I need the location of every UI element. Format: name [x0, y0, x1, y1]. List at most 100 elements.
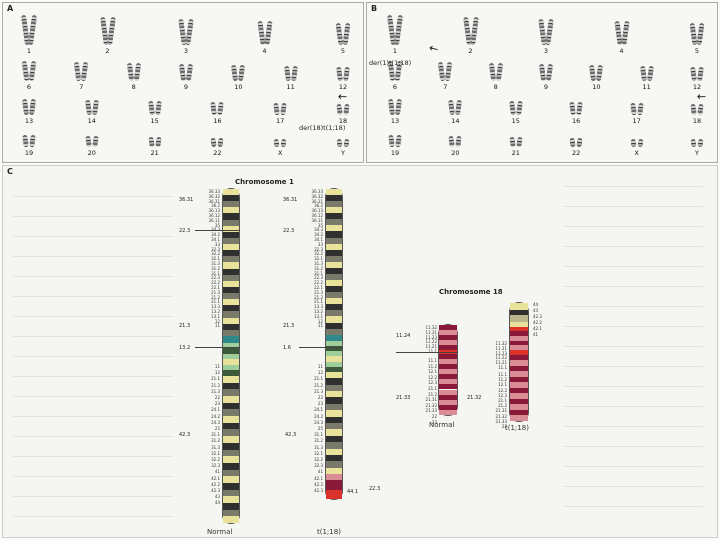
band-label: 24.3 — [314, 419, 323, 425]
chromosome1-title: Chromosome 1 — [235, 178, 294, 186]
band-label: 21.1 — [314, 376, 323, 382]
chromosome-19 — [22, 134, 29, 148]
break-label: 11.24 — [396, 333, 411, 339]
chromosome-band — [439, 353, 457, 359]
chromosome-band — [223, 489, 239, 497]
band-label: 11.21 — [425, 344, 437, 350]
chromosome-band — [326, 292, 342, 299]
chromosome-number: 18 — [338, 117, 348, 125]
chromosome-band — [326, 231, 342, 238]
chromosome-band — [223, 442, 239, 450]
chromosome-number: 13 — [390, 117, 400, 125]
der1-annotation: der(1)t(1;18) — [369, 59, 412, 67]
chromosome-band — [223, 359, 239, 365]
chromosome-8 — [488, 62, 496, 82]
chromosome-16 — [210, 101, 218, 116]
chromosome-number: 13 — [24, 117, 34, 125]
chromosome-band — [326, 195, 342, 202]
chromosome-16 — [217, 101, 225, 116]
band-label: 36.12 — [311, 212, 323, 218]
chromosome-number: 6 — [392, 83, 398, 91]
chromosome18-derivative-ideogram — [509, 302, 529, 422]
band-label: 22 — [431, 413, 437, 419]
chromosome-band — [439, 374, 457, 380]
chromosome-1 — [27, 14, 38, 46]
chromosome-number: 20 — [87, 149, 96, 157]
band-label: 24.1 — [314, 407, 323, 413]
chromosome-band — [326, 346, 342, 352]
chromosome-number: 3 — [183, 47, 189, 55]
chromosome-band — [326, 467, 342, 475]
chromosome-band — [510, 393, 528, 399]
chromosome-band — [326, 489, 342, 499]
chromosome-band — [326, 366, 342, 372]
chromosome-21 — [516, 136, 523, 148]
band-label: 21.33 — [495, 418, 507, 424]
chromosome-number: 8 — [131, 83, 136, 91]
chromosome-band — [326, 334, 342, 341]
chromosome-band — [510, 350, 528, 355]
band-label: 31.1 — [314, 432, 323, 438]
band-label: 36.2 — [314, 203, 323, 209]
band-label: 31.2 — [314, 438, 323, 444]
chromosome-band — [326, 410, 342, 417]
chromosome-number: 14 — [87, 117, 96, 125]
chromosome-19 — [29, 134, 36, 148]
band-label: 21.2 — [314, 294, 323, 300]
chromosome-band — [326, 340, 342, 347]
chromosome-band — [326, 371, 342, 379]
der-tip-label: 22.3 — [369, 486, 381, 492]
band-label: 24.2 — [211, 413, 220, 419]
chromosome-16 — [576, 101, 584, 116]
band-label: 22.2 — [314, 280, 323, 286]
chromosome-band — [510, 360, 528, 366]
chromosome-19 — [395, 134, 402, 148]
chromosome-3 — [545, 18, 554, 46]
chromosome-band — [510, 326, 528, 332]
chromosome-band — [326, 448, 342, 456]
chromosome-band — [439, 394, 457, 400]
chromosome-band — [223, 323, 239, 330]
chromosome-band — [510, 303, 528, 311]
chr18-der-q-labels: 11.1 11.2 12.1 12.2 12.3 21.1 21.2 21.31… — [485, 372, 507, 429]
break-label: 21.3 — [179, 323, 191, 329]
band-label: 24.1 — [211, 407, 220, 413]
chromosome-12 — [697, 66, 704, 82]
band-label: 32.1 — [211, 450, 220, 456]
band-label: 23 — [214, 401, 220, 407]
chromosome-14 — [84, 99, 92, 116]
chromosome-17 — [280, 102, 287, 116]
chromosome-20 — [448, 135, 456, 148]
band-label: 21.3 — [314, 388, 323, 394]
band-label: 22.3 — [211, 275, 220, 281]
band-label: 32.2 — [314, 457, 323, 463]
band-label: 33 — [317, 241, 323, 247]
chr1-normal-q-labels: 11 12 21.1 21.2 21.3 22 23 24.1 24.2 24.… — [198, 364, 220, 507]
chromosome-band — [223, 250, 239, 257]
chr1-derivative-label: t(1;18) — [317, 528, 341, 536]
chromosome-13 — [387, 98, 396, 116]
chromosome-number: 10 — [234, 83, 243, 91]
chromosome-band — [326, 298, 342, 305]
chromosome-band — [326, 416, 342, 424]
band-label: 13.2 — [314, 308, 323, 314]
chromosome-band — [223, 482, 239, 490]
chromosome-number: 19 — [390, 149, 400, 157]
chromosome-band — [223, 422, 239, 430]
chromosome-band — [326, 310, 342, 317]
band-label: 12 — [214, 318, 220, 324]
band-label: 22 — [501, 424, 507, 430]
band-label: 36.11 — [311, 217, 323, 223]
chromosome-number: 17 — [632, 117, 641, 125]
chromosome-number: 2 — [105, 47, 110, 55]
chromosome-band — [223, 305, 239, 312]
chromosome-band — [326, 267, 342, 274]
band-label: 36.11 — [208, 217, 220, 223]
band-label: 32.1 — [314, 450, 323, 456]
band-label: 42.2 — [533, 320, 542, 325]
band-label: 13.3 — [314, 304, 323, 310]
chromosome-band — [510, 331, 528, 337]
band-label: 11 — [214, 364, 220, 369]
faded-text-line — [563, 226, 703, 227]
chromosome-band — [223, 293, 239, 300]
